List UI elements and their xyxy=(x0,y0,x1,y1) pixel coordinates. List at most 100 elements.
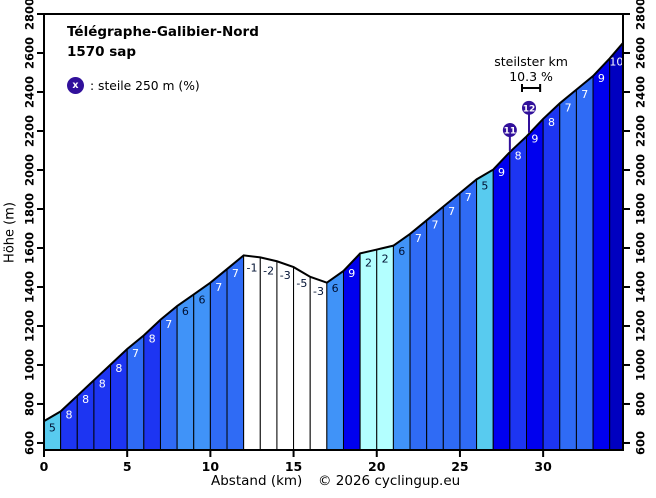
x-axis-tick-label: 0 xyxy=(40,459,49,474)
gradient-bar xyxy=(359,248,378,451)
chart-title-line1: Télégraphe-Galibier-Nord xyxy=(67,24,259,40)
gradient-bar-label: 9 xyxy=(531,133,538,146)
gradient-bar-label: 6 xyxy=(332,282,339,295)
y-axis-tick-label-left: 600 xyxy=(23,431,37,455)
y-axis-tick-label-left: 2400 xyxy=(23,76,37,108)
gradient-bar-label: 8 xyxy=(515,149,522,162)
y-axis-tick-label-right: 2800 xyxy=(634,0,648,30)
gradient-bar-label: 10 xyxy=(609,56,623,69)
y-axis-tick-label-right: 1400 xyxy=(634,271,648,303)
gradient-bar xyxy=(459,178,478,451)
gradient-bar xyxy=(492,150,511,451)
gradient-bar-label: 7 xyxy=(465,191,472,204)
gradient-bar-label: 8 xyxy=(82,393,89,406)
gradient-bar-label: 8 xyxy=(149,333,156,346)
legend-label: : steile 250 m (%) xyxy=(90,78,200,93)
gradient-bar-label: 9 xyxy=(348,267,355,280)
y-axis-tick-label-left: 2800 xyxy=(23,0,37,30)
y-axis-tick-label-right: 1000 xyxy=(634,349,648,381)
gradient-bar xyxy=(409,219,428,451)
steepest-km-value: 10.3 % xyxy=(509,69,553,84)
gradient-bar-label: 7 xyxy=(132,347,139,360)
gradient-bar-label: 8 xyxy=(548,116,555,129)
gradient-bar xyxy=(259,256,278,451)
gradient-bar xyxy=(309,276,328,451)
steep-marker-value: 11 xyxy=(504,127,517,137)
y-axis-tick-label-right: 2200 xyxy=(634,115,648,147)
steepest-km-label: steilster km xyxy=(494,54,568,69)
x-axis-tick-label: 15 xyxy=(285,459,302,474)
gradient-bar xyxy=(426,205,444,451)
y-axis-tick-label-left: 2600 xyxy=(23,37,37,69)
y-axis-tick-label-left: 1000 xyxy=(23,349,37,381)
y-axis-tick-label-left: 2200 xyxy=(23,115,37,147)
gradient-bar xyxy=(243,254,261,451)
steepness-marker-icon: x xyxy=(67,77,84,94)
legend: x : steile 250 m (%) xyxy=(67,77,200,94)
y-axis-tick-label-right: 2400 xyxy=(634,76,648,108)
gradient-bar xyxy=(476,168,494,451)
gradient-bar-label: 7 xyxy=(581,88,588,101)
gradient-bar xyxy=(293,266,311,451)
gradient-bar xyxy=(326,270,344,451)
y-axis-tick-label-right: 1800 xyxy=(634,193,648,225)
gradient-bar xyxy=(609,41,624,451)
gradient-bar-label: 6 xyxy=(182,305,189,318)
y-axis-title: Höhe (m) xyxy=(2,202,18,263)
y-axis-tick-label-right: 1600 xyxy=(634,232,648,264)
gradient-bar-label: -3 xyxy=(313,285,324,298)
gradient-bar-label: 8 xyxy=(99,377,106,390)
x-axis-tick-label: 30 xyxy=(534,459,552,474)
gradient-bar xyxy=(526,117,544,451)
gradient-bar-label: 7 xyxy=(448,205,455,218)
gradient-bar-label: 7 xyxy=(232,267,239,280)
copyright-text: © 2026 cyclingup.eu xyxy=(318,473,461,489)
gradient-bar xyxy=(193,281,211,451)
gradient-bar-label: -5 xyxy=(296,277,307,290)
x-axis-tick-label: 5 xyxy=(123,459,132,474)
gradient-bar-label: 7 xyxy=(431,218,438,231)
gradient-bar xyxy=(559,88,577,451)
chart-title-line2: 1570 sap xyxy=(67,44,137,60)
gradient-bar-label: 5 xyxy=(481,179,488,192)
y-axis-tick-label-right: 1200 xyxy=(634,310,648,342)
y-axis-tick-label-right: 2000 xyxy=(634,154,648,186)
steep-marker-circle xyxy=(521,100,536,115)
gradient-bar xyxy=(226,254,245,451)
y-axis-tick-label-right: 800 xyxy=(634,392,648,416)
plot-border xyxy=(43,13,624,451)
y-axis-tick-label-right: 600 xyxy=(634,431,648,455)
gradient-bar-label: 7 xyxy=(565,101,572,114)
y-axis-tick-label-left: 1400 xyxy=(23,271,37,303)
gradient-bar-label: 6 xyxy=(398,245,405,258)
y-axis-tick-label-left: 2000 xyxy=(23,154,37,186)
gradient-bar-label: 8 xyxy=(65,409,72,422)
gradient-bar-label: 7 xyxy=(215,281,222,294)
gradient-bar xyxy=(509,135,527,451)
gradient-bar-label: 2 xyxy=(382,253,389,266)
gradient-bar-label: 7 xyxy=(415,232,422,245)
gradient-bar-label: -1 xyxy=(246,261,257,274)
y-axis-tick-label-left: 1200 xyxy=(23,310,37,342)
y-axis-tick-label-left: 1600 xyxy=(23,232,37,264)
gradient-bar xyxy=(209,267,228,451)
gradient-bar xyxy=(276,260,295,451)
y-axis-tick-label-left: 1800 xyxy=(23,193,37,225)
x-axis-tick-label: 20 xyxy=(368,459,386,474)
gradient-bar-label: 9 xyxy=(498,166,505,179)
gradient-bar xyxy=(542,102,561,451)
gradient-bar-label: -3 xyxy=(280,269,291,282)
gradient-bar-label: 5 xyxy=(49,421,56,434)
x-axis-tick-label: 25 xyxy=(451,459,468,474)
elevation-profile-line xyxy=(43,42,624,423)
gradient-bar xyxy=(76,379,95,451)
x-axis-title: Abstand (km) xyxy=(211,473,303,489)
y-axis-tick-label-left: 800 xyxy=(23,392,37,416)
gradient-bar xyxy=(575,74,594,451)
chart-title: Télégraphe-Galibier-Nord 1570 sap xyxy=(67,22,259,62)
gradient-bar xyxy=(442,191,461,451)
y-axis-tick-label-right: 2600 xyxy=(634,37,648,69)
x-axis-tick-label: 10 xyxy=(202,459,220,474)
